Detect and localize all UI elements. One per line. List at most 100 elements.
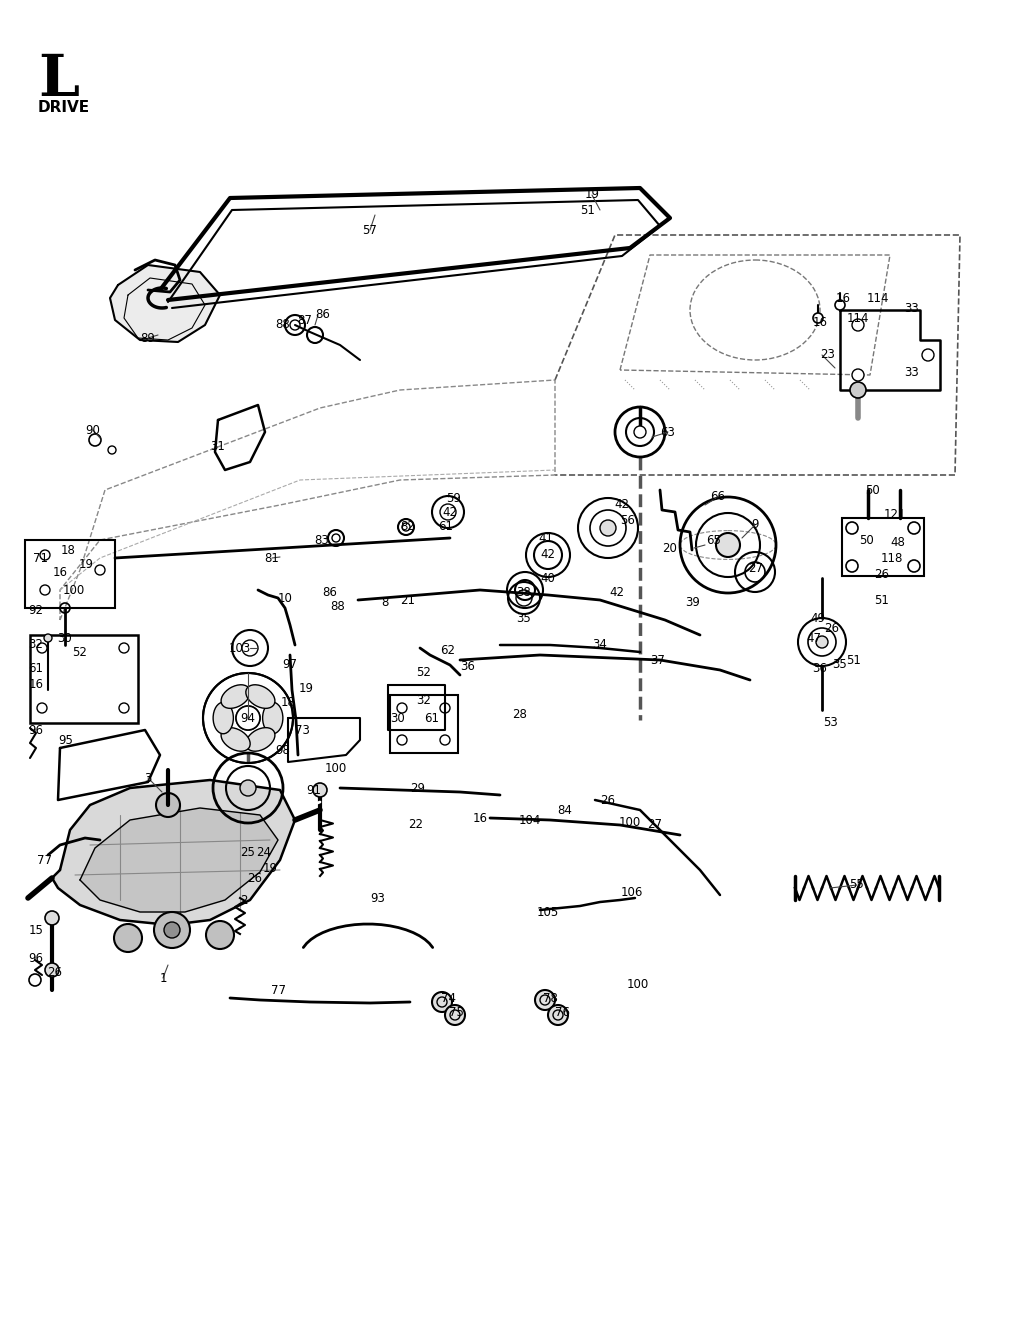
- Text: 61: 61: [29, 661, 43, 674]
- Text: 100: 100: [618, 817, 641, 830]
- Text: 26: 26: [248, 871, 262, 884]
- Circle shape: [535, 990, 555, 1009]
- Text: 15: 15: [29, 923, 43, 936]
- Circle shape: [156, 793, 180, 817]
- Ellipse shape: [221, 685, 250, 709]
- Circle shape: [908, 560, 920, 572]
- Text: 36: 36: [461, 661, 475, 673]
- Ellipse shape: [246, 728, 274, 751]
- Text: 53: 53: [822, 717, 838, 729]
- Text: 89: 89: [140, 331, 156, 344]
- Text: 41: 41: [539, 532, 554, 544]
- Text: 20: 20: [663, 541, 678, 555]
- Text: 37: 37: [650, 653, 666, 666]
- Ellipse shape: [246, 685, 274, 709]
- Text: 22: 22: [409, 818, 424, 831]
- Text: 40: 40: [541, 572, 555, 584]
- Text: 55: 55: [850, 879, 864, 891]
- Text: 35: 35: [833, 658, 848, 672]
- Text: 32: 32: [417, 693, 431, 706]
- Text: 105: 105: [537, 906, 559, 919]
- Text: 35: 35: [517, 612, 531, 625]
- Ellipse shape: [213, 702, 233, 734]
- Text: 25: 25: [241, 846, 255, 858]
- Text: 49: 49: [811, 612, 825, 625]
- Circle shape: [45, 911, 59, 924]
- Text: 16: 16: [29, 678, 43, 692]
- Text: 100: 100: [62, 584, 85, 596]
- Text: 76: 76: [555, 1005, 569, 1019]
- Text: 42: 42: [609, 585, 625, 598]
- Circle shape: [852, 319, 864, 331]
- Text: 42: 42: [442, 505, 458, 519]
- Text: 92: 92: [29, 604, 43, 617]
- Circle shape: [816, 636, 828, 648]
- Text: 103: 103: [229, 641, 251, 654]
- Text: 118: 118: [881, 552, 903, 564]
- Circle shape: [119, 642, 129, 653]
- Text: 23: 23: [820, 348, 836, 362]
- Text: 61: 61: [438, 520, 454, 533]
- Bar: [390, 696, 458, 753]
- Circle shape: [313, 783, 327, 797]
- Circle shape: [445, 1005, 465, 1025]
- Text: 96: 96: [29, 951, 43, 964]
- Text: 114: 114: [847, 311, 869, 325]
- Text: 18: 18: [60, 544, 76, 556]
- Circle shape: [45, 963, 59, 978]
- Circle shape: [852, 368, 864, 380]
- Text: 21: 21: [400, 593, 416, 606]
- Text: 106: 106: [621, 887, 643, 899]
- Circle shape: [37, 642, 47, 653]
- Ellipse shape: [262, 702, 283, 734]
- Circle shape: [44, 634, 52, 642]
- Text: 75: 75: [449, 1005, 464, 1019]
- Text: 88: 88: [331, 601, 345, 613]
- Text: 19: 19: [299, 681, 313, 694]
- Text: 26: 26: [874, 568, 890, 581]
- Text: 50: 50: [864, 484, 880, 496]
- Text: 121: 121: [884, 508, 906, 521]
- Text: 29: 29: [411, 782, 426, 794]
- Text: 52: 52: [417, 665, 431, 678]
- Text: 81: 81: [264, 552, 280, 564]
- Text: 24: 24: [256, 846, 271, 858]
- Circle shape: [634, 426, 646, 438]
- Text: 96: 96: [29, 724, 43, 737]
- Text: 51: 51: [581, 203, 595, 217]
- Text: 62: 62: [440, 644, 456, 657]
- Text: 16: 16: [836, 291, 851, 305]
- Text: 100: 100: [325, 762, 347, 774]
- Text: 39: 39: [685, 596, 700, 609]
- Text: 18: 18: [281, 696, 296, 709]
- Circle shape: [908, 521, 920, 535]
- Text: 19: 19: [585, 189, 599, 202]
- Text: 88: 88: [275, 318, 291, 331]
- Ellipse shape: [221, 728, 250, 751]
- Text: 78: 78: [543, 991, 557, 1004]
- Circle shape: [716, 533, 740, 557]
- Text: 26: 26: [47, 966, 62, 979]
- Text: 19: 19: [262, 862, 278, 875]
- Text: 30: 30: [390, 712, 406, 725]
- Text: 86: 86: [323, 585, 338, 598]
- Text: 27: 27: [749, 561, 764, 575]
- Circle shape: [114, 924, 142, 952]
- Text: 33: 33: [904, 302, 920, 314]
- Circle shape: [846, 521, 858, 535]
- Text: 87: 87: [298, 314, 312, 326]
- Text: 36: 36: [813, 661, 827, 674]
- Text: 34: 34: [593, 638, 607, 652]
- Text: 2: 2: [241, 894, 248, 907]
- Text: 86: 86: [315, 309, 331, 322]
- Text: 32: 32: [29, 638, 43, 652]
- Text: 16: 16: [812, 315, 827, 329]
- Text: 47: 47: [807, 632, 821, 645]
- Polygon shape: [52, 779, 295, 924]
- Text: 48: 48: [891, 536, 905, 548]
- Circle shape: [240, 779, 256, 795]
- Text: 31: 31: [211, 440, 225, 454]
- Text: 61: 61: [425, 712, 439, 725]
- Circle shape: [154, 912, 190, 948]
- Text: 65: 65: [707, 533, 722, 547]
